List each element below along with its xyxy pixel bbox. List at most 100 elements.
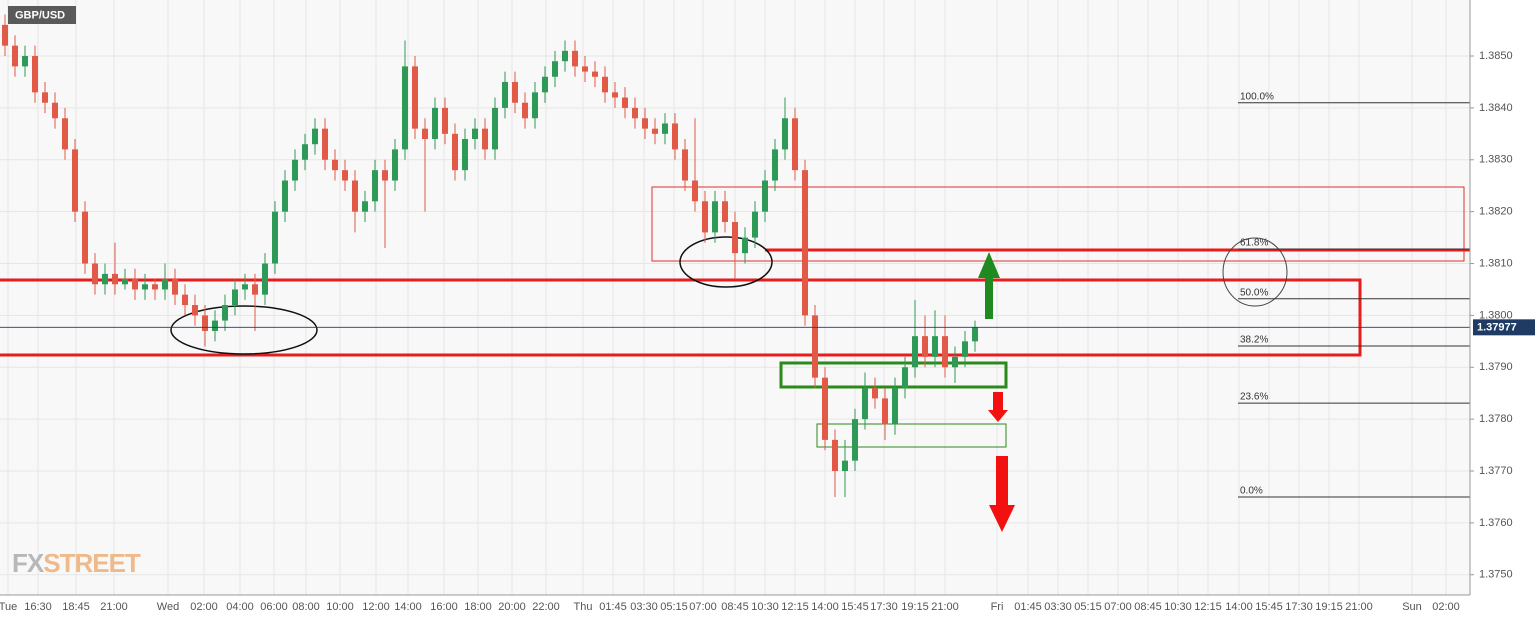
x-tick-label: 15:45: [841, 601, 869, 613]
candle-body: [932, 336, 938, 357]
candle-body: [12, 45, 18, 67]
y-tick-label: 1.3750: [1479, 569, 1513, 581]
candle-body: [362, 201, 368, 212]
y-tick-label: 1.3850: [1479, 50, 1513, 62]
candle-body: [722, 201, 728, 223]
candle-body: [312, 128, 318, 145]
candle-body: [912, 336, 918, 368]
y-tick-label: 1.3810: [1479, 257, 1513, 269]
candle-body: [62, 118, 68, 150]
candle-body: [132, 279, 138, 290]
x-tick-label: 10:30: [751, 601, 779, 613]
candle-body: [112, 273, 118, 285]
candle-body: [72, 149, 78, 212]
fib-label: 0.0%: [1240, 486, 1263, 497]
candle-body: [752, 211, 758, 238]
candle-body: [802, 170, 808, 316]
circle-annotation: [679, 236, 773, 288]
support-zone: [779, 361, 1008, 389]
x-tick-label: 14:00: [394, 601, 422, 613]
last-price-label: 1.37977: [1477, 322, 1517, 334]
candle-body: [762, 180, 768, 212]
title-box: [8, 6, 76, 24]
candle-body: [892, 388, 898, 425]
x-tick-label: 22:00: [532, 601, 560, 613]
x-tick-label: 21:00: [1345, 601, 1373, 613]
candle-body: [792, 118, 798, 171]
candle-body: [842, 460, 848, 472]
candle-body: [422, 128, 428, 140]
x-tick-label: 02:00: [190, 601, 218, 613]
x-tick-label: 12:15: [781, 601, 809, 613]
candle-body: [512, 81, 518, 103]
y-tick-label: 1.3760: [1479, 517, 1513, 529]
candle-body: [152, 284, 158, 290]
candle-body: [632, 107, 638, 119]
candle-body: [952, 356, 958, 368]
arrow-down: [989, 456, 1015, 532]
arrow-down: [988, 392, 1008, 422]
candle-body: [622, 97, 628, 108]
fib-levels: 100.0% 61.8% 50.0% 38.2% 23.6% 0.0%: [1238, 91, 1470, 498]
fib-label: 100.0%: [1240, 91, 1274, 102]
candle-body: [252, 284, 258, 295]
watermark-fx: FX: [12, 548, 45, 578]
candle-body: [142, 284, 148, 290]
candle-body: [682, 149, 688, 181]
candle-body: [712, 201, 718, 233]
arrow-up: [978, 252, 1000, 319]
candle-body: [782, 118, 788, 150]
x-tick-label: 01:45: [599, 601, 627, 613]
candle-body: [172, 279, 178, 295]
candle-body: [202, 315, 208, 331]
candle-body: [462, 139, 468, 171]
y-tick-label: 1.3790: [1479, 361, 1513, 373]
x-tick-label: 01:45: [1014, 601, 1042, 613]
candle-body: [342, 170, 348, 181]
candle-body: [532, 92, 538, 119]
x-tick-label: Thu: [574, 601, 593, 613]
support-zone-lower: [816, 423, 1007, 448]
candle-body: [742, 237, 748, 254]
candle-body: [582, 66, 588, 72]
x-tick-label: 14:00: [1225, 601, 1253, 613]
candle-body: [412, 66, 418, 129]
candle-body: [32, 56, 38, 93]
candle-body: [392, 149, 398, 181]
x-tick-label: 17:30: [1285, 601, 1313, 613]
x-tick-label: 08:00: [292, 601, 320, 613]
y-tick-label: 1.3780: [1479, 413, 1513, 425]
y-tick-label: 1.3830: [1479, 154, 1513, 166]
candle-body: [372, 170, 378, 202]
x-tick-label: 07:00: [1104, 601, 1132, 613]
x-tick-label: 02:00: [1432, 601, 1460, 613]
candle-body: [942, 336, 948, 368]
chart-title: GBP/USD: [15, 9, 65, 21]
candle-body: [432, 107, 438, 140]
candle-body: [652, 128, 658, 134]
y-tick-label: 1.3820: [1479, 206, 1513, 218]
fib-label: 23.6%: [1240, 392, 1268, 403]
candle-body: [812, 315, 818, 378]
x-tick-label: 21:00: [931, 601, 959, 613]
candle-body: [452, 133, 458, 171]
candle-body: [262, 263, 268, 295]
candle-body: [612, 92, 618, 98]
fib-label: 61.8%: [1240, 238, 1268, 249]
candle-body: [22, 56, 28, 67]
candle-body: [42, 92, 48, 103]
x-tick-label: Tue: [0, 601, 17, 613]
candle-body: [522, 102, 528, 119]
candle-body: [212, 320, 218, 331]
candle-body: [282, 180, 288, 212]
candle-body: [662, 123, 668, 134]
x-tick-label: 03:30: [1044, 601, 1072, 613]
candle-body: [732, 222, 738, 254]
candle-body: [882, 398, 888, 425]
candle-body: [82, 211, 88, 264]
x-tick-label: 21:00: [100, 601, 128, 613]
candle-body: [52, 102, 58, 119]
x-tick-label: 14:00: [811, 601, 839, 613]
candle-body: [442, 107, 448, 134]
candle-body: [822, 377, 828, 440]
